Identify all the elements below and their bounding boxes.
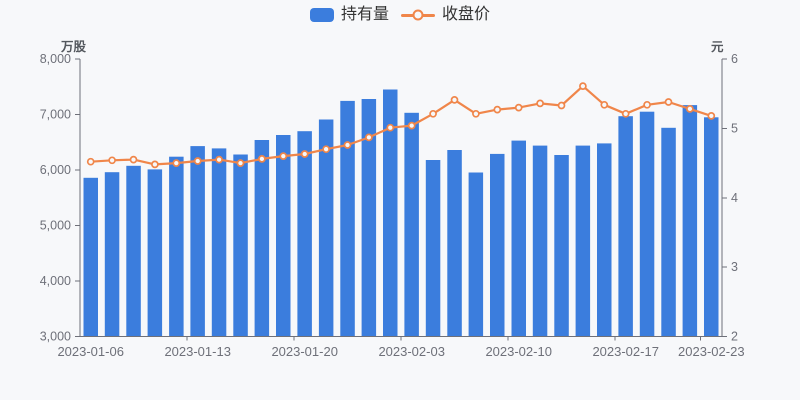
holding-bar[interactable] xyxy=(104,172,120,337)
holding-bar[interactable] xyxy=(361,99,377,337)
holding-bar[interactable] xyxy=(276,135,291,337)
line-swatch-circle xyxy=(412,9,424,21)
y-left-tick-label: 4,000 xyxy=(40,274,71,288)
price-marker[interactable] xyxy=(386,123,395,132)
price-marker[interactable] xyxy=(579,82,587,90)
y-right-tick-label: 5 xyxy=(731,121,738,135)
holding-bar[interactable] xyxy=(468,172,484,337)
legend-label-holdings: 持有量 xyxy=(340,6,389,23)
legend-item-holdings[interactable]: 持有量 xyxy=(309,6,389,24)
price-marker[interactable] xyxy=(172,159,181,167)
line-series-swatch-icon xyxy=(401,9,435,21)
price-marker[interactable] xyxy=(429,109,437,118)
holding-bar[interactable] xyxy=(233,154,248,337)
holding-bar[interactable] xyxy=(211,148,227,337)
y-right-tick-label: 4 xyxy=(731,191,738,205)
bar-series-swatch-icon xyxy=(309,8,334,22)
x-tick-label: 2023-02-03 xyxy=(378,344,445,359)
price-marker[interactable] xyxy=(664,98,673,106)
y-left-tick-label: 5,000 xyxy=(40,219,71,233)
holding-bar[interactable] xyxy=(447,150,462,337)
x-tick-label: 2023-01-20 xyxy=(271,344,338,359)
right-axis-unit-label: 元 xyxy=(711,40,724,54)
holding-bar[interactable] xyxy=(425,160,441,337)
price-marker[interactable] xyxy=(322,145,330,154)
x-tick-label: 2023-02-10 xyxy=(485,344,552,359)
price-marker[interactable] xyxy=(215,155,223,164)
y-right-tick-label: 2 xyxy=(731,330,738,344)
holding-bar[interactable] xyxy=(297,131,312,337)
price-marker[interactable] xyxy=(493,105,502,114)
y-right-tick-label: 3 xyxy=(731,260,738,274)
holding-bar[interactable] xyxy=(639,111,655,337)
price-marker[interactable] xyxy=(686,105,694,113)
price-marker[interactable] xyxy=(258,155,266,163)
price-marker[interactable] xyxy=(343,141,352,149)
y-left-tick-label: 8,000 xyxy=(40,52,71,66)
x-tick-label: 2023-02-23 xyxy=(678,344,745,359)
holding-bar[interactable] xyxy=(404,112,419,337)
holding-bar[interactable] xyxy=(126,165,141,337)
price-marker[interactable] xyxy=(151,160,159,169)
legend: 持有量 收盘价 xyxy=(0,6,800,24)
holding-bar[interactable] xyxy=(490,153,505,337)
holding-bar[interactable] xyxy=(254,140,270,337)
price-line xyxy=(89,84,713,166)
price-marker[interactable] xyxy=(472,109,480,118)
price-marker[interactable] xyxy=(86,157,95,166)
holding-bar[interactable] xyxy=(597,143,612,337)
price-marker[interactable] xyxy=(407,121,416,130)
holding-bar[interactable] xyxy=(661,127,676,337)
price-marker[interactable] xyxy=(236,159,245,167)
price-marker[interactable] xyxy=(279,152,288,160)
price-marker[interactable] xyxy=(365,133,373,142)
price-marker[interactable] xyxy=(600,100,609,109)
price-marker[interactable] xyxy=(129,155,138,164)
legend-item-close-price[interactable]: 收盘价 xyxy=(401,6,490,24)
price-marker[interactable] xyxy=(557,101,566,110)
price-marker[interactable] xyxy=(108,156,116,165)
y-left-tick-label: 7,000 xyxy=(40,108,71,122)
legend-label-close-price: 收盘价 xyxy=(442,6,491,23)
price-marker[interactable] xyxy=(707,112,716,120)
holding-bar[interactable] xyxy=(618,116,633,337)
x-tick-label: 2023-02-17 xyxy=(592,344,659,359)
holding-bar[interactable] xyxy=(383,89,398,337)
y-left-tick-label: 6,000 xyxy=(40,163,71,177)
x-tick-label: 2023-01-13 xyxy=(164,344,231,359)
holding-bar[interactable] xyxy=(147,169,163,337)
holding-bar[interactable] xyxy=(511,140,527,337)
holding-bar[interactable] xyxy=(554,155,569,337)
left-axis-unit-label: 万股 xyxy=(61,40,87,54)
holding-bar[interactable] xyxy=(83,177,99,337)
price-marker[interactable] xyxy=(193,157,202,165)
price-marker[interactable] xyxy=(621,109,630,118)
holding-bar[interactable] xyxy=(318,119,334,337)
holding-bar[interactable] xyxy=(704,117,719,337)
y-left-tick-label: 3,000 xyxy=(40,330,71,344)
price-marker[interactable] xyxy=(643,100,651,109)
holding-bar[interactable] xyxy=(532,145,548,337)
price-marker[interactable] xyxy=(300,150,309,158)
y-right-tick-label: 6 xyxy=(731,52,738,66)
holding-bar[interactable] xyxy=(190,146,205,337)
holding-bar[interactable] xyxy=(682,105,698,337)
holding-bar[interactable] xyxy=(169,156,184,337)
x-tick-label: 2023-01-06 xyxy=(57,344,124,359)
price-marker[interactable] xyxy=(450,96,459,104)
price-marker[interactable] xyxy=(514,103,523,112)
holding-bar[interactable] xyxy=(575,145,591,337)
price-marker[interactable] xyxy=(536,99,544,108)
holding-bar[interactable] xyxy=(340,100,355,337)
